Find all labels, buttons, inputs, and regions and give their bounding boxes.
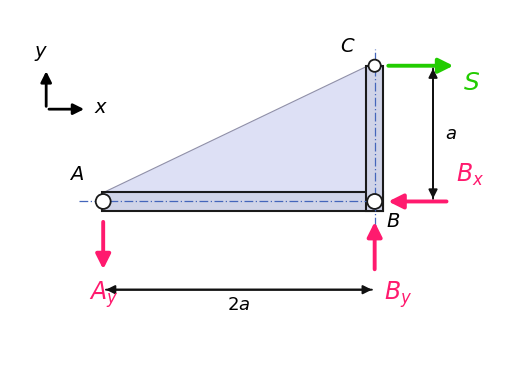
Circle shape [367,194,382,209]
Text: $S$: $S$ [463,71,480,95]
Text: $B_y$: $B_y$ [384,279,412,310]
Text: $A$: $A$ [69,165,84,184]
Bar [366,66,383,211]
Polygon shape [103,66,366,192]
Text: $2a$: $2a$ [227,296,250,314]
Text: $x$: $x$ [94,98,108,117]
Text: $B$: $B$ [385,212,400,231]
Text: $y$: $y$ [34,44,48,63]
Text: $A_y$: $A_y$ [88,279,118,310]
Circle shape [96,194,111,209]
Text: $a$: $a$ [445,125,457,142]
Bar [102,192,383,211]
Text: $C$: $C$ [340,37,356,56]
Circle shape [369,60,381,72]
Text: $B_x$: $B_x$ [456,162,484,188]
